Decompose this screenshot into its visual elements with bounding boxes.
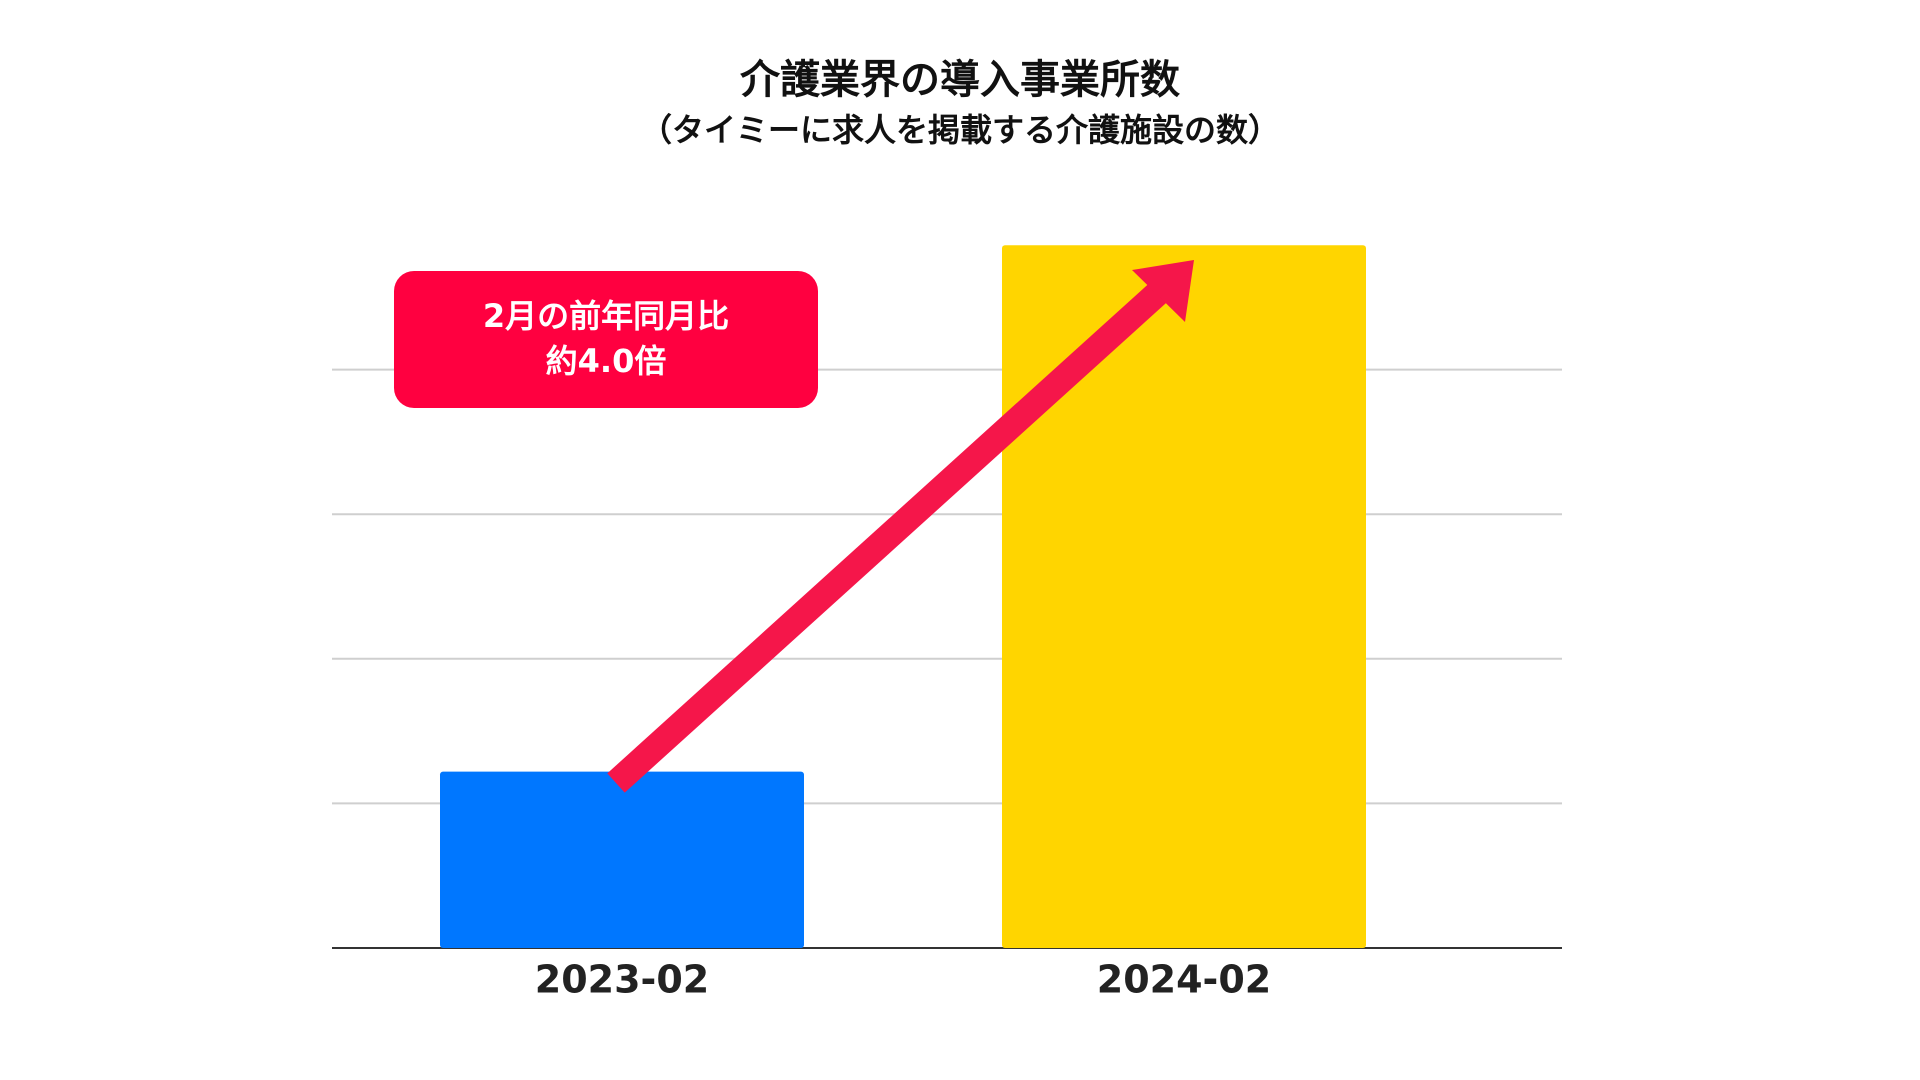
annotation-box <box>394 271 818 408</box>
bar <box>440 771 804 948</box>
x-tick-label: 2024-02 <box>1097 958 1271 1002</box>
chart-title: 介護業界の導入事業所数 <box>740 57 1180 103</box>
chart-subtitle: （タイミーに求人を掲載する介護施設の数） <box>640 111 1280 149</box>
annotation-text: 約4.0倍 <box>546 342 667 380</box>
plot: 2023-02 2024-02 <box>332 245 1562 1002</box>
x-tick-label: 2023-02 <box>535 958 709 1002</box>
annotation-text: 2月の前年同月比 <box>483 297 729 335</box>
annotation-layer: 2月の前年同月比 約4.0倍 <box>394 260 1194 793</box>
bar <box>1002 245 1366 948</box>
trend-arrow-shaft <box>607 281 1169 793</box>
trend-arrow-head <box>1132 260 1194 322</box>
